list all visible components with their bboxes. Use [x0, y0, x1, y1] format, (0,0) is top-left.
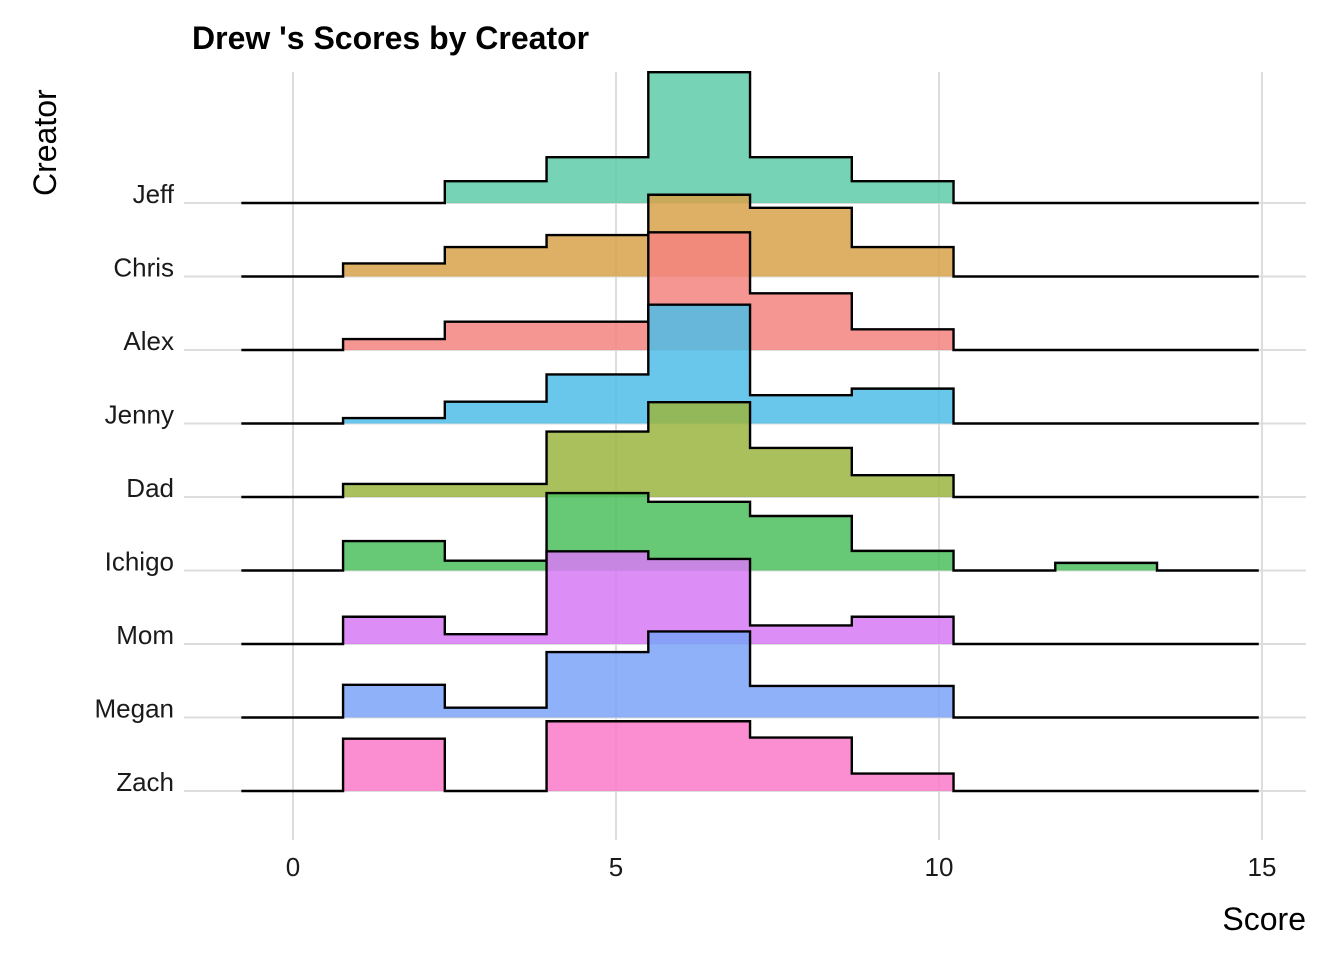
x-tick-label: 5 — [609, 852, 623, 882]
ridge-outline-chris — [241, 193, 1259, 278]
ridge-zach — [241, 720, 1259, 793]
ridge-mom — [241, 550, 1259, 646]
ridge-outline-dad — [241, 400, 1259, 499]
x-axis-title: Score — [1222, 901, 1306, 937]
y-tick-label: Megan — [95, 694, 175, 724]
y-axis-title: Creator — [27, 89, 63, 196]
y-tick-label: Ichigo — [105, 547, 174, 577]
ridge-jeff — [241, 71, 1259, 205]
y-tick-label: Dad — [126, 473, 174, 503]
ridge-ichigo — [241, 491, 1259, 572]
x-tick-label: 15 — [1248, 852, 1277, 882]
ridge-outline-jenny — [241, 303, 1259, 425]
y-tick-label: Chris — [113, 253, 174, 283]
y-tick-label: Mom — [116, 620, 174, 650]
ridge-fill-zach — [241, 721, 1259, 791]
tick-labels: 0 5 10 15 Jeff Chris Alex Jenny Dad Ichigo Mom Mega… — [95, 179, 1277, 882]
ridge-fill-dad — [241, 402, 1259, 497]
y-tick-label: Jenny — [105, 400, 174, 430]
ridge-fill-ichigo — [241, 493, 1259, 571]
chart-title: Drew 's Scores by Creator — [192, 20, 589, 56]
ridge-jenny — [241, 303, 1259, 425]
ridge-outline-alex — [241, 231, 1259, 352]
y-tick-label: Jeff — [133, 179, 175, 209]
ridge-fill-jenny — [241, 304, 1259, 424]
ridges — [241, 71, 1259, 793]
ridge-outline-megan — [241, 630, 1259, 719]
y-tick-label: Zach — [116, 767, 174, 797]
x-tick-label: 0 — [286, 852, 300, 882]
ridge-outline-ichigo — [241, 491, 1259, 572]
ridge-outline-zach — [241, 720, 1259, 793]
ridge-outline-mom — [241, 550, 1259, 646]
ridge-megan — [241, 630, 1259, 719]
ridge-fill-jeff — [241, 72, 1259, 203]
y-tick-label: Alex — [123, 326, 174, 356]
ridge-dad — [241, 400, 1259, 499]
ridge-outline-jeff — [241, 71, 1259, 205]
x-tick-label: 10 — [925, 852, 954, 882]
